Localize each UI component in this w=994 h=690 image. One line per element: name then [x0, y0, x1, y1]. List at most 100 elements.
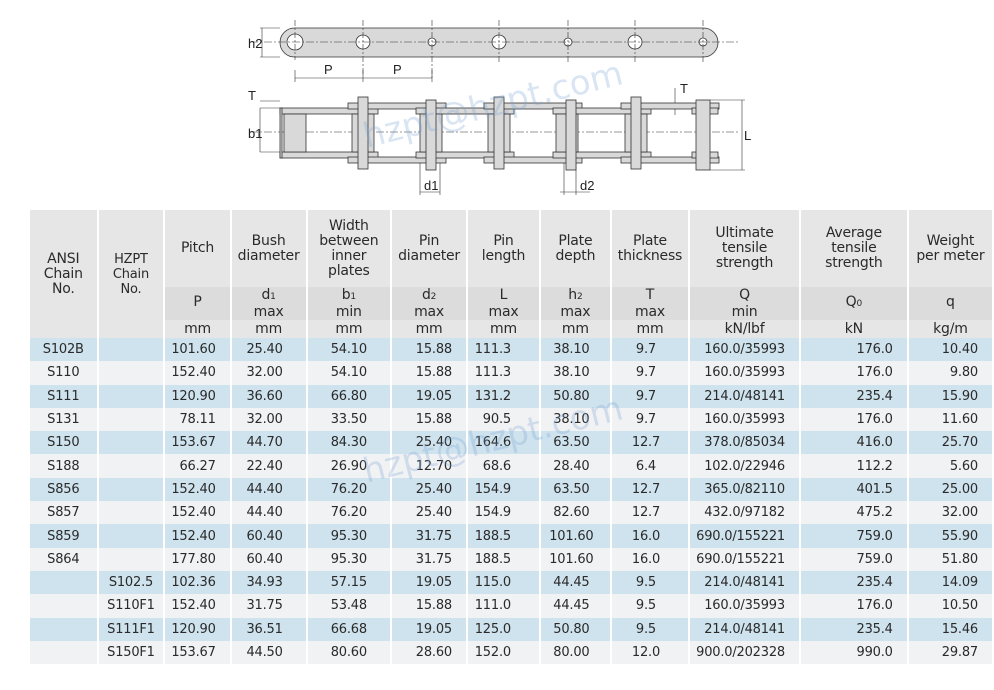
table-cell	[97, 524, 166, 548]
header-column-unit: kN	[799, 320, 909, 338]
header-column-unit: mm	[391, 320, 468, 338]
table-cell: 990.0	[799, 640, 909, 665]
table-cell: 66.27	[164, 454, 232, 478]
table-cell: 177.80	[164, 547, 232, 571]
table-cell: 5.60	[907, 454, 994, 478]
table-cell: 690.0/155221	[689, 524, 801, 548]
table-cell: 111.0	[466, 594, 541, 618]
header-column-name: Pin length	[466, 210, 541, 287]
table-cell: 9.7	[610, 361, 691, 385]
table-cell	[97, 361, 166, 385]
table-cell: S859	[30, 524, 99, 548]
table-cell: 32.00	[230, 407, 308, 432]
table-cell: 53.48	[306, 594, 393, 618]
table-row: S856 152.40 44.40 76.20 25.40 154.9 63.50 12.7 3…	[30, 477, 994, 502]
header-column-symbol: h2 max	[539, 287, 612, 320]
table-cell: 66.80	[306, 384, 393, 408]
header-hzpt: HZPT Chain No.	[97, 210, 166, 338]
label-t-left: T	[248, 88, 256, 103]
symbol-limit: min	[335, 303, 362, 320]
table-cell	[97, 477, 166, 502]
table-cell: 44.40	[230, 501, 308, 525]
table-cell: 31.75	[391, 547, 468, 571]
table-cell	[97, 454, 166, 478]
table-cell: 12.0	[610, 640, 691, 665]
symbol-limit: min	[731, 303, 758, 320]
table-cell: 152.40	[164, 594, 232, 618]
table-cell: 54.10	[306, 338, 393, 362]
table-cell: 78.11	[164, 407, 232, 432]
table-cell: S111F1	[97, 617, 166, 641]
table-cell: 82.60	[539, 501, 612, 525]
header-column-unit: mm	[539, 320, 612, 338]
table-cell: 31.75	[230, 594, 308, 618]
table-cell: 22.40	[230, 454, 308, 478]
table-cell: 111.3	[466, 338, 541, 362]
table-cell: 153.67	[164, 431, 232, 455]
table-cell: 401.5	[799, 477, 909, 502]
table-cell: 36.60	[230, 384, 308, 408]
table-cell: 176.0	[799, 361, 909, 385]
table-cell: S131	[30, 407, 99, 432]
table-cell: 95.30	[306, 547, 393, 571]
table-cell: 176.0	[799, 594, 909, 618]
table-cell: 214.0/48141	[689, 384, 801, 408]
table-cell: 32.00	[907, 501, 994, 525]
table-cell: 36.51	[230, 617, 308, 641]
table-cell: 152.40	[164, 501, 232, 525]
table-cell: 12.7	[610, 431, 691, 455]
table-cell: 66.68	[306, 617, 393, 641]
table-cell	[30, 570, 99, 595]
table-cell: 160.0/35993	[689, 407, 801, 432]
table-cell	[97, 431, 166, 455]
table-cell: 416.0	[799, 431, 909, 455]
table-row: S150 153.67 44.70 84.30 25.40 164.6 63.50 12.7 3…	[30, 431, 994, 455]
table-cell: 44.70	[230, 431, 308, 455]
table-cell: 15.90	[907, 384, 994, 408]
table-cell: S864	[30, 547, 99, 571]
table-cell: 51.80	[907, 547, 994, 571]
table-cell: 10.50	[907, 594, 994, 618]
table-cell: 15.88	[391, 407, 468, 432]
symbol-limit: max	[414, 303, 444, 320]
table-cell: 25.70	[907, 431, 994, 455]
table-cell	[97, 547, 166, 571]
symbol: q	[946, 294, 955, 310]
table-cell: 11.60	[907, 407, 994, 432]
table-cell: 188.5	[466, 524, 541, 548]
symbol: L	[499, 287, 508, 303]
table-cell: 55.90	[907, 524, 994, 548]
table-cell: 152.40	[164, 524, 232, 548]
symbol: Q	[739, 287, 750, 303]
table-cell	[30, 594, 99, 618]
table-row: S102.5 102.36 34.93 57.15 19.05 115.0 44.45 9.5…	[30, 570, 994, 595]
table-cell	[97, 338, 166, 362]
header-column-name: Width between inner plates	[306, 210, 393, 287]
symbol-limit: max	[560, 303, 591, 320]
header-column-unit: mm	[230, 320, 308, 338]
table-cell: 25.40	[391, 477, 468, 502]
table-cell: S110F1	[97, 594, 166, 618]
symbol-subscript: 0	[856, 299, 863, 309]
table-cell	[97, 384, 166, 408]
table-cell: 68.6	[466, 454, 541, 478]
table-cell: 33.50	[306, 407, 393, 432]
table-cell: 28.60	[391, 640, 468, 665]
table-row: S111 120.90 36.60 66.80 19.05 131.2 50.80 9.7 21…	[30, 384, 994, 408]
table-row: S110F1 152.40 31.75 53.48 15.88 111.0 44.45 9.5…	[30, 594, 994, 618]
table-cell: S857	[30, 501, 99, 525]
table-cell: 80.60	[306, 640, 393, 665]
table-cell: 160.0/35993	[689, 361, 801, 385]
symbol: Q	[845, 294, 857, 310]
table-cell: 152.0	[466, 640, 541, 665]
table-cell: 214.0/48141	[689, 570, 801, 595]
symbol: d	[261, 287, 271, 303]
table-row: S111F1 120.90 36.51 66.68 19.05 125.0 50.80 9.5…	[30, 617, 994, 641]
header-column-name: Weight per meter	[907, 210, 994, 287]
table-cell: 432.0/97182	[689, 501, 801, 525]
table-cell: 32.00	[230, 361, 308, 385]
chain-spec-table: ANSI Chain No. HZPT Chain No. Pitch Bush …	[30, 210, 994, 665]
table-cell: 475.2	[799, 501, 909, 525]
table-cell: S111	[30, 384, 99, 408]
